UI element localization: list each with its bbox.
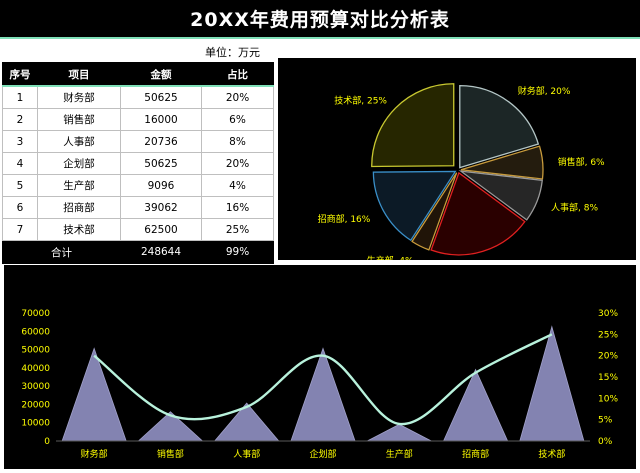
cell-no: 4 bbox=[2, 152, 38, 175]
cell-item: 人事部 bbox=[37, 130, 121, 153]
y-right-tick-label: 0% bbox=[598, 437, 613, 447]
total-ratio: 99% bbox=[201, 240, 274, 264]
header-item: 项目 bbox=[37, 62, 121, 87]
combo-chart-panel: 0 10000 20000 30000 40000 50000 60000 70000 0% 5%… bbox=[4, 265, 636, 469]
cell-no: 1 bbox=[2, 85, 38, 109]
pie-data-label: 财务部, 20% bbox=[518, 85, 571, 97]
header-ratio: 占比 bbox=[201, 62, 274, 87]
x-tick-label: 技术部 bbox=[538, 448, 565, 460]
total-amount: 248644 bbox=[120, 240, 202, 264]
table-header-row: 序号 项目 金额 占比 bbox=[2, 62, 274, 87]
pie-data-label: 人事部, 8% bbox=[551, 202, 598, 214]
pie-slice bbox=[460, 145, 544, 180]
cell-ratio: 20% bbox=[201, 152, 274, 175]
pie-data-label: 生产部, 4% bbox=[367, 255, 414, 260]
y-left-tick-label: 60000 bbox=[21, 327, 50, 337]
y-left-tick-label: 70000 bbox=[21, 309, 50, 319]
cell-no: 6 bbox=[2, 196, 38, 219]
table-row: 5 生产部 9096 4% bbox=[2, 174, 274, 197]
cell-item: 财务部 bbox=[37, 85, 121, 109]
cell-amount: 9096 bbox=[120, 174, 202, 197]
x-tick-label: 招商部 bbox=[462, 448, 489, 460]
x-tick-label: 企划部 bbox=[309, 448, 336, 460]
table-row: 1 财务部 50625 20% bbox=[2, 85, 274, 109]
pie-slice bbox=[411, 172, 458, 251]
cell-item: 生产部 bbox=[37, 174, 121, 197]
header-no: 序号 bbox=[2, 62, 38, 87]
total-label: 合计 bbox=[2, 240, 121, 264]
area-peak bbox=[61, 347, 127, 442]
table-row: 3 人事部 20736 8% bbox=[2, 130, 274, 153]
cell-ratio: 4% bbox=[201, 174, 274, 197]
area-peak bbox=[442, 368, 509, 442]
x-tick-label: 生产部 bbox=[386, 448, 413, 460]
x-tick-label: 销售部 bbox=[157, 448, 184, 460]
cell-amount: 50625 bbox=[120, 85, 202, 109]
cell-amount: 50625 bbox=[120, 152, 202, 175]
table-row: 7 技术部 62500 25% bbox=[2, 218, 274, 241]
pie-data-label: 招商部, 16% bbox=[318, 213, 371, 225]
table-row: 6 招商部 39062 16% bbox=[2, 196, 274, 219]
area-peak bbox=[367, 423, 432, 442]
combo-chart: 0 10000 20000 30000 40000 50000 60000 70000 0% 5%… bbox=[21, 309, 618, 460]
header-amount: 金额 bbox=[120, 62, 202, 87]
cell-ratio: 6% bbox=[201, 108, 274, 131]
cell-amount: 62500 bbox=[120, 218, 202, 241]
cell-item: 销售部 bbox=[37, 108, 121, 131]
cell-no: 5 bbox=[2, 174, 38, 197]
table-row: 2 销售部 16000 6% bbox=[2, 108, 274, 131]
y-right-tick-label: 20% bbox=[598, 352, 618, 362]
cell-ratio: 16% bbox=[201, 196, 274, 219]
cell-ratio: 25% bbox=[201, 218, 274, 241]
cell-item: 企划部 bbox=[37, 152, 121, 175]
table-row: 4 企划部 50625 20% bbox=[2, 152, 274, 175]
cell-ratio: 20% bbox=[201, 85, 274, 109]
cell-item: 技术部 bbox=[37, 218, 121, 241]
pie-chart-panel: 财务部, 20%销售部, 6%人事部, 8%企划部, 20%生产部, 4%招商部… bbox=[278, 58, 636, 273]
pie-slice bbox=[430, 171, 526, 256]
unit-label: 单位：万元 bbox=[205, 46, 260, 59]
y-right-tick-label: 30% bbox=[598, 309, 618, 319]
page-title: 20XX年费用预算对比分析表 bbox=[0, 0, 640, 39]
y-left-tick-label: 30000 bbox=[21, 382, 50, 392]
cell-ratio: 8% bbox=[201, 130, 274, 153]
cell-amount: 16000 bbox=[120, 108, 202, 131]
y-left-tick-label: 50000 bbox=[21, 346, 50, 356]
cell-no: 7 bbox=[2, 218, 38, 241]
y-right-tick-label: 25% bbox=[598, 330, 618, 340]
cell-amount: 20736 bbox=[120, 130, 202, 153]
pie-slice bbox=[458, 170, 543, 221]
cell-amount: 39062 bbox=[120, 196, 202, 219]
x-tick-label: 财务部 bbox=[81, 448, 108, 460]
pie-data-label: 销售部, 6% bbox=[558, 156, 605, 168]
pie-slice bbox=[459, 84, 540, 169]
ratio-line bbox=[93, 333, 553, 426]
y-right-tick-label: 15% bbox=[598, 373, 618, 383]
pie-chart: 财务部, 20%销售部, 6%人事部, 8%企划部, 20%生产部, 4%招商部… bbox=[318, 83, 605, 273]
y-left-tick-label: 10000 bbox=[21, 419, 50, 429]
pie-slice bbox=[372, 170, 457, 242]
y-left-tick-label: 0 bbox=[44, 437, 50, 447]
y-left-tick-label: 20000 bbox=[21, 400, 50, 410]
x-tick-label: 人事部 bbox=[233, 448, 260, 460]
cell-no: 3 bbox=[2, 130, 38, 153]
y-right-tick-label: 5% bbox=[598, 416, 613, 426]
pie-data-label: 技术部, 25% bbox=[334, 95, 387, 107]
budget-table: 序号 项目 金额 占比 1 财务部 50625 20% 2 销售部 16000 6% 3 人事部 2… bbox=[2, 62, 274, 264]
total-row: 合计 248644 99% bbox=[2, 240, 274, 264]
y-right-tick-label: 10% bbox=[598, 394, 618, 404]
area-peak bbox=[213, 402, 280, 442]
y-left-tick-label: 40000 bbox=[21, 364, 50, 374]
cell-item: 招商部 bbox=[37, 196, 121, 219]
cell-no: 2 bbox=[2, 108, 38, 131]
pie-slice bbox=[371, 83, 455, 168]
